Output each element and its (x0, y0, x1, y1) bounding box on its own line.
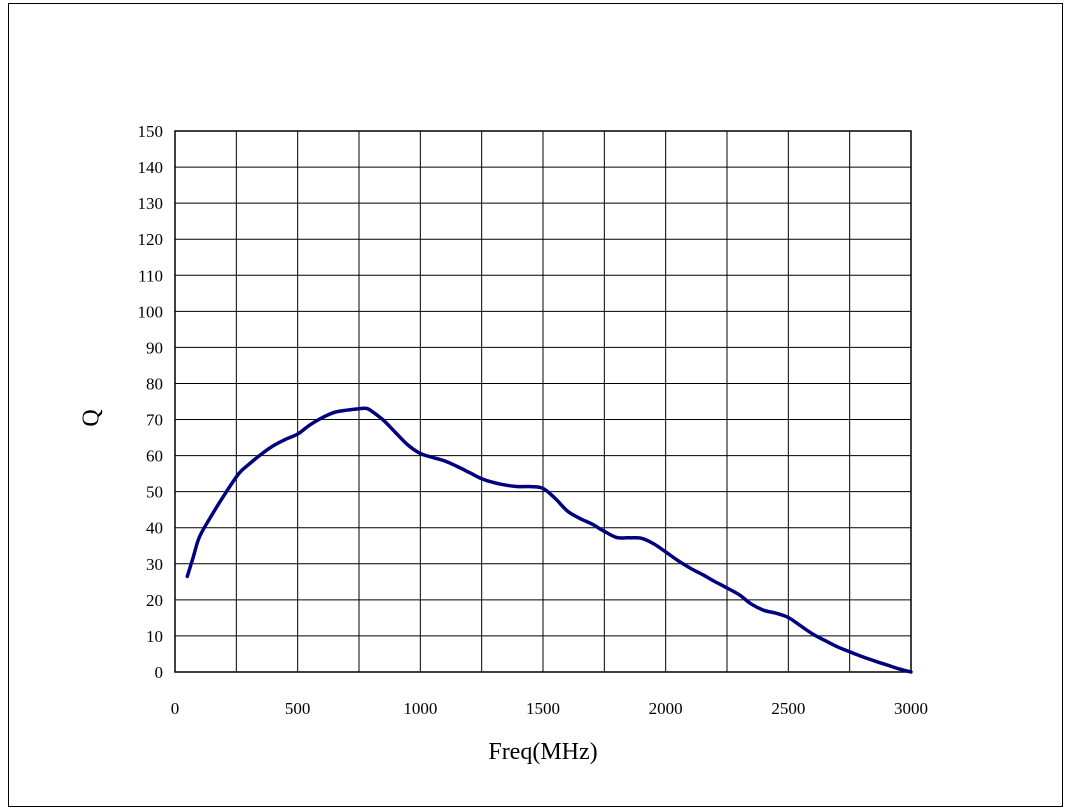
q-curve (185, 406, 913, 674)
x-tick-label: 2500 (771, 699, 805, 718)
chart-frame (8, 3, 1063, 807)
y-tick-label: 80 (146, 374, 163, 393)
y-tick-label: 150 (138, 122, 164, 141)
grid (174, 130, 912, 673)
x-tick-label: 1500 (526, 699, 560, 718)
y-tick-label: 40 (146, 519, 163, 538)
y-tick-label: 10 (146, 627, 163, 646)
x-tick-label: 3000 (894, 699, 928, 718)
y-tick-label: 20 (146, 591, 163, 610)
x-axis-label: Freq(MHz) (488, 739, 597, 765)
y-axis-label: Q (79, 409, 105, 426)
y-tick-label: 30 (146, 555, 163, 574)
y-tick-label: 100 (138, 302, 164, 321)
y-tick-labels: 0 10 20 30 40 50 60 70 80 90 100 110 120 130 140 150 (138, 122, 164, 682)
x-tick-labels: 0 500 1000 1500 2000 2500 3000 (171, 699, 928, 718)
y-tick-label: 60 (146, 447, 163, 466)
y-tick-label: 0 (155, 663, 164, 682)
y-tick-label: 90 (146, 338, 163, 357)
x-tick-label: 0 (171, 699, 180, 718)
y-tick-label: 120 (138, 230, 164, 249)
y-tick-label: 110 (138, 266, 163, 285)
y-tick-label: 140 (138, 158, 164, 177)
y-tick-label: 50 (146, 483, 163, 502)
x-tick-label: 500 (285, 699, 311, 718)
x-tick-label: 1000 (403, 699, 437, 718)
y-tick-label: 130 (138, 194, 164, 213)
y-tick-label: 70 (146, 411, 163, 430)
x-tick-label: 2000 (649, 699, 683, 718)
plot-area (174, 130, 912, 673)
